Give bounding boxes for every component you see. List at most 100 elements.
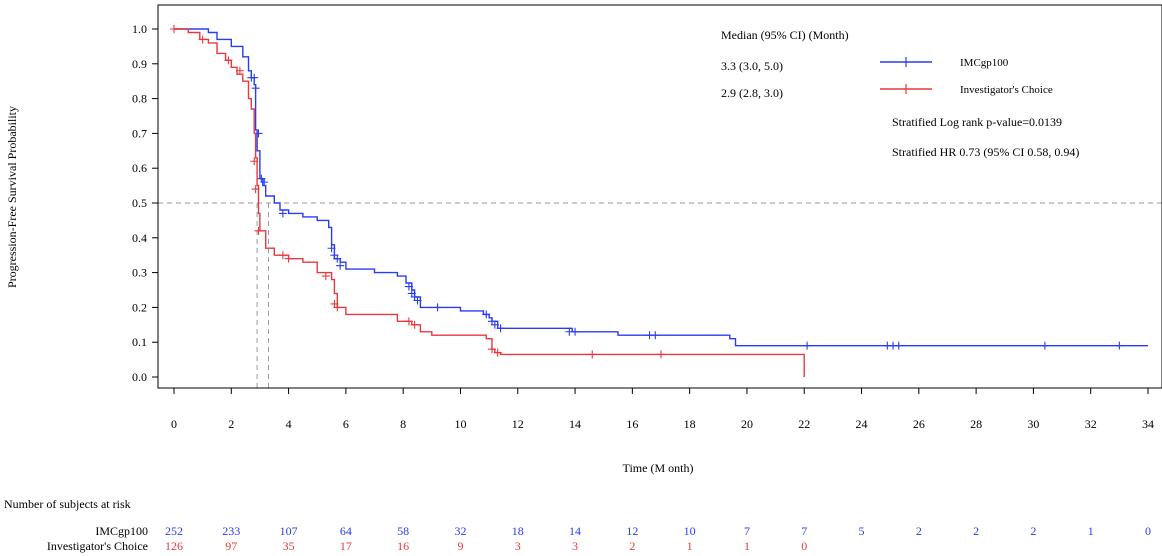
- censor-mark: [278, 251, 287, 260]
- series-1: [170, 25, 805, 377]
- censor-mark: [651, 331, 660, 340]
- risk-value: 7: [744, 524, 750, 538]
- censor-mark: [235, 66, 244, 75]
- legend-label-investigator: Investigator's Choice: [960, 84, 1053, 96]
- plot-frame: [157, 4, 1162, 389]
- series-line-0: [174, 28, 1148, 347]
- stat-hazard-ratio: Stratified HR 0.73 (95% CI 0.58, 0.94): [892, 145, 1079, 159]
- x-tick-label: 24: [856, 417, 868, 431]
- x-axis-label: Time (M onth): [623, 461, 694, 475]
- censor-mark: [251, 185, 260, 194]
- risk-value: 64: [340, 524, 352, 538]
- y-tick-label: 0.4: [132, 231, 147, 245]
- x-tick-label: 0: [171, 417, 177, 431]
- legend-label-imcgp100: IMCgp100: [960, 57, 1009, 69]
- risk-value: 1: [744, 539, 750, 553]
- risk-value: 233: [222, 524, 240, 538]
- risk-value: 12: [626, 524, 638, 538]
- x-tick-label: 30: [1027, 417, 1039, 431]
- x-tick-label: 6: [343, 417, 349, 431]
- x-tick-label: 8: [400, 417, 406, 431]
- censor-mark: [490, 320, 499, 329]
- censor-mark: [493, 348, 502, 357]
- x-tick-label: 12: [512, 417, 524, 431]
- x-tick-label: 26: [913, 417, 925, 431]
- censor-mark: [284, 254, 293, 263]
- risk-value: 2: [629, 539, 635, 553]
- risk-row-label-imcgp100: IMCgp100: [95, 524, 148, 538]
- censor-mark: [433, 303, 442, 312]
- censor-mark: [327, 244, 336, 253]
- censor-mark: [894, 341, 903, 350]
- censor-mark: [250, 157, 259, 166]
- x-tick-label: 18: [684, 417, 696, 431]
- risk-value: 0: [1145, 524, 1151, 538]
- censor-mark: [487, 345, 496, 354]
- y-tick-label: 0.0: [132, 370, 147, 384]
- censor-mark: [496, 324, 505, 333]
- censor-mark: [251, 84, 260, 93]
- censor-mark: [260, 178, 269, 187]
- risk-value: 7: [801, 524, 807, 538]
- risk-value: 32: [454, 524, 466, 538]
- x-tick-label: 32: [1085, 417, 1097, 431]
- censor-mark: [482, 310, 491, 319]
- risk-value: 1: [687, 539, 693, 553]
- risk-value: 252: [165, 524, 183, 538]
- censor-mark: [413, 296, 422, 305]
- censor-mark: [250, 73, 259, 82]
- risk-value: 97: [225, 539, 237, 553]
- x-tick-label: 10: [454, 417, 466, 431]
- risk-value: 2: [1030, 524, 1036, 538]
- y-tick-label: 0.9: [132, 57, 147, 71]
- censor-mark: [170, 25, 178, 33]
- y-tick-label: 0.2: [132, 300, 147, 314]
- risk-value: 3: [572, 539, 578, 553]
- risk-value: 3: [515, 539, 521, 553]
- legend-median-imcgp100: 3.3 (3.0, 5.0): [721, 59, 783, 73]
- censor-mark: [333, 254, 342, 263]
- risk-value: 107: [280, 524, 298, 538]
- risk-value: 16: [397, 539, 409, 553]
- legend-header: Median (95% CI) (Month): [721, 28, 849, 42]
- x-tick-label: 14: [569, 417, 581, 431]
- stat-logrank: Stratified Log rank p-value=0.0139: [892, 115, 1062, 129]
- risk-value: 9: [457, 539, 463, 553]
- risk-value: 14: [569, 524, 581, 538]
- censor-mark: [1115, 341, 1124, 350]
- censor-mark: [410, 320, 419, 329]
- censor-mark: [333, 303, 342, 312]
- risk-value: 35: [283, 539, 295, 553]
- x-tick-label: 16: [626, 417, 638, 431]
- risk-value: 17: [340, 539, 352, 553]
- x-tick-label: 4: [286, 417, 292, 431]
- censor-mark: [254, 226, 263, 235]
- censor-mark: [571, 327, 580, 336]
- censor-mark: [657, 350, 665, 359]
- y-tick-label: 0.6: [132, 161, 147, 175]
- censor-mark: [278, 209, 287, 218]
- y-axis: 0.0 0.1 0.2 0.3 0.4 0.5 0.6 0.7 0.8 0.9 1.0: [132, 22, 158, 384]
- risk-value: 10: [684, 524, 696, 538]
- risk-table: Number of subjects at risk IMCgp100 Inve…: [4, 497, 1151, 553]
- legend-median-investigator: 2.9 (2.8, 3.0): [721, 86, 783, 100]
- censor-mark: [1040, 341, 1049, 350]
- y-axis-label: Progression-Free Survival Probability: [5, 106, 19, 288]
- risk-value: 18: [512, 524, 524, 538]
- x-axis: 0 2 4 6 8 10 12 14 16 18 20 22 24 26 28 30 32 34: [171, 388, 1154, 431]
- y-tick-label: 0.5: [132, 196, 147, 210]
- x-tick-label: 20: [741, 417, 753, 431]
- y-tick-label: 0.1: [132, 335, 147, 349]
- risk-value: 2: [916, 524, 922, 538]
- censor-mark: [404, 317, 413, 326]
- series-0: [174, 28, 1148, 350]
- censor-mark: [336, 261, 345, 270]
- censor-mark: [404, 282, 413, 291]
- legend: Median (95% CI) (Month) 3.3 (3.0, 5.0) 2…: [721, 28, 1079, 159]
- risk-value: 0: [801, 539, 807, 553]
- censor-mark: [588, 350, 597, 359]
- risk-value: 1: [1088, 524, 1094, 538]
- censor-mark: [803, 341, 812, 350]
- risk-table-title: Number of subjects at risk: [4, 497, 131, 511]
